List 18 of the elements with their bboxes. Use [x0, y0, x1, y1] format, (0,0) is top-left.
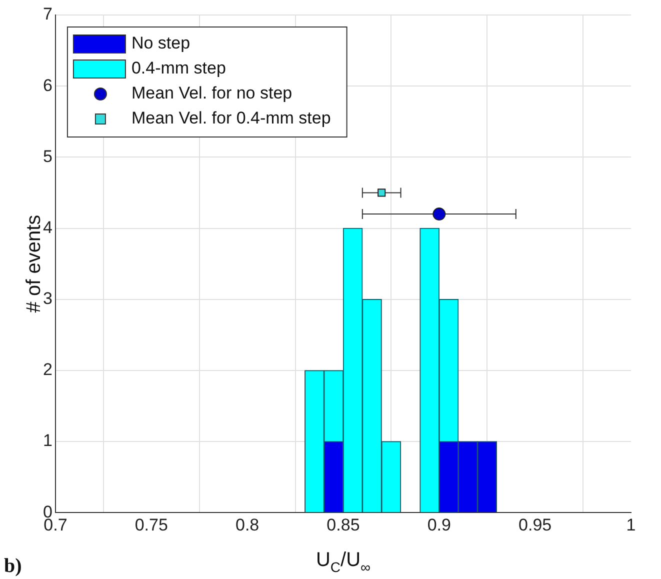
x-tick-label: 0.85 — [326, 515, 360, 534]
legend-label: Mean Vel. for no step — [131, 84, 292, 103]
x-tick-label: 0.9 — [427, 515, 451, 534]
x-tick-label: 0.95 — [518, 515, 552, 534]
legend-label: Mean Vel. for 0.4-mm step — [131, 108, 331, 128]
x-tick-label: 0.8 — [235, 515, 260, 534]
y-tick-label: 4 — [42, 218, 52, 237]
y-tick-label: 6 — [42, 76, 52, 95]
y-tick-label: 7 — [42, 4, 52, 24]
y-tick-label: 5 — [42, 146, 52, 166]
y-tick-label: 1 — [42, 431, 52, 450]
legend-label: 0.4-mm step — [131, 58, 226, 78]
legend-label: No step — [131, 34, 190, 53]
y-tick-label: 3 — [42, 289, 52, 308]
x-tick-label: 0.75 — [134, 515, 168, 534]
text: b) — [4, 555, 22, 577]
x-tick-label: 1 — [626, 515, 636, 534]
y-tick-label: 2 — [42, 360, 52, 380]
